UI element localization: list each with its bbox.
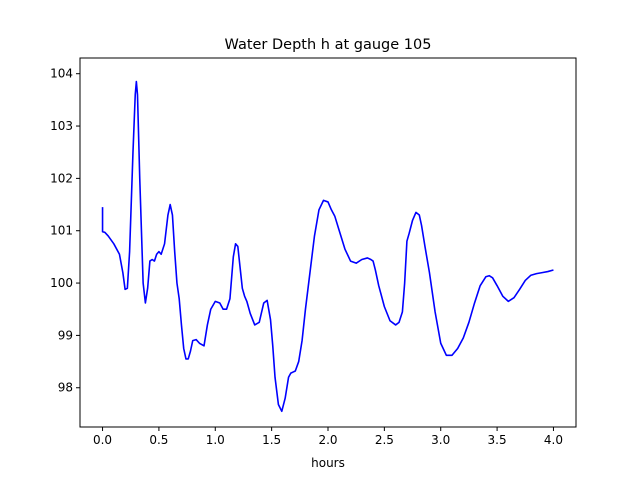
x-tick-label: 3.5 [488,433,507,447]
x-tick-label: 0.0 [93,433,112,447]
y-tick-label: 100 [50,276,73,290]
y-tick-label: 99 [58,328,73,342]
y-tick-label: 101 [50,224,73,238]
y-tick-label: 104 [50,67,73,81]
x-tick-label: 3.0 [431,433,450,447]
x-tick-label: 2.0 [318,433,337,447]
x-tick-label: 1.5 [262,433,281,447]
series-line-0 [101,80,554,413]
x-axis-label: hours [311,456,345,470]
x-axis: 0.0 0.5 1.0 1.5 2.0 2.5 3.0 3.5 4.0 [93,427,563,447]
x-tick-label: 1.0 [206,433,225,447]
y-tick-label: 103 [50,119,73,133]
y-tick-label: 98 [58,381,73,395]
y-tick-label: 102 [50,171,73,185]
x-tick-label: 0.5 [149,433,168,447]
y-axis: 98 99 100 101 102 103 104 [50,67,80,395]
chart-title: Water Depth h at gauge 105 [225,37,432,53]
x-tick-label: 4.0 [544,433,563,447]
x-tick-label: 2.5 [375,433,394,447]
